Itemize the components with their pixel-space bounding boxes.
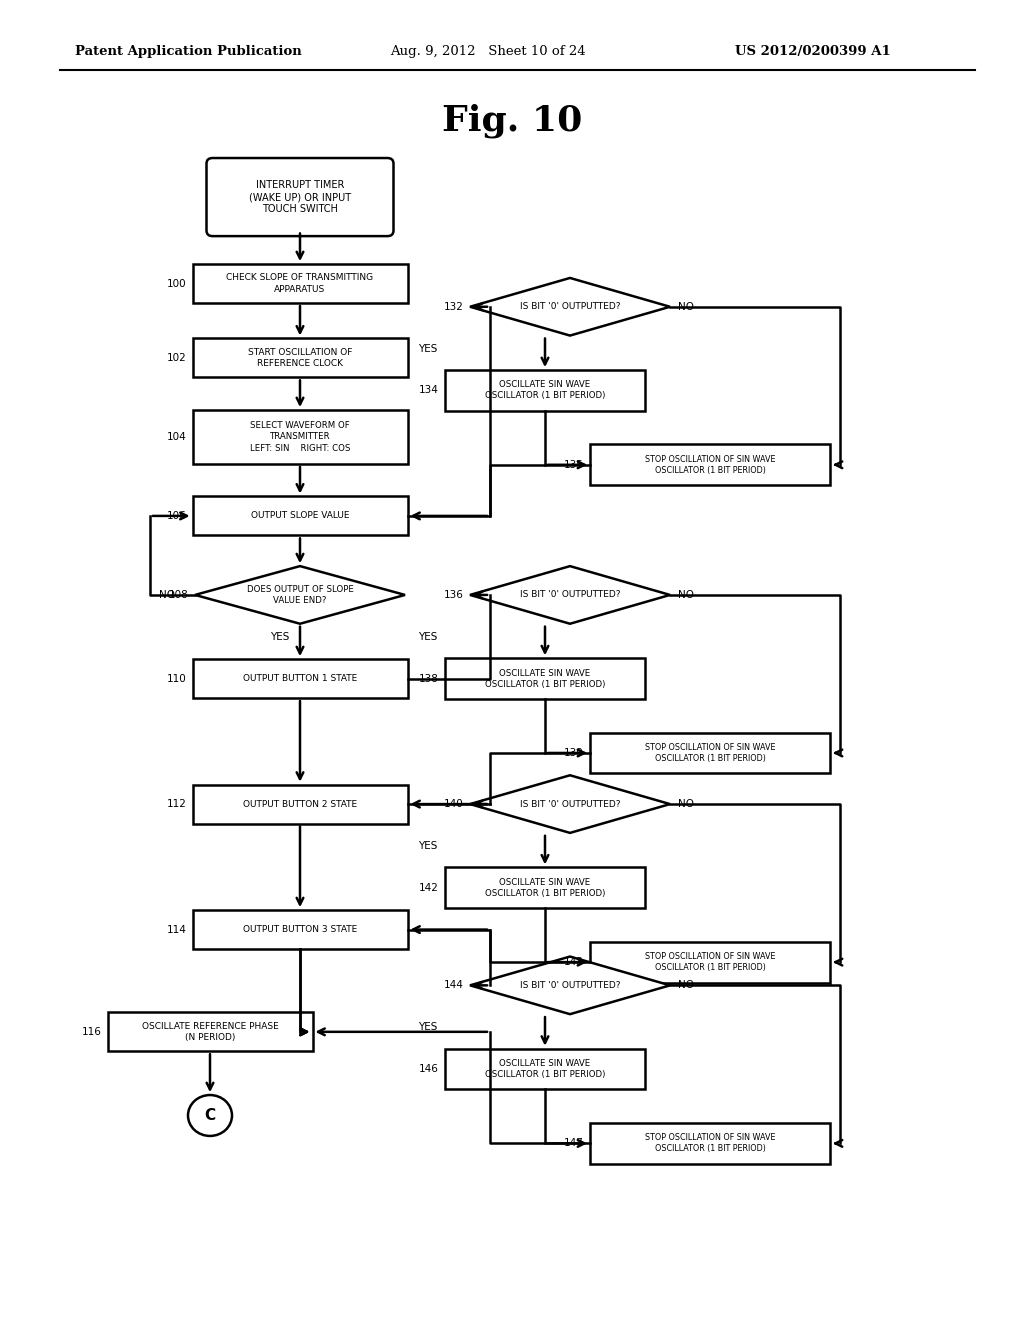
Text: OUTPUT BUTTON 2 STATE: OUTPUT BUTTON 2 STATE (243, 800, 357, 809)
Text: 116: 116 (82, 1027, 101, 1036)
Polygon shape (470, 775, 670, 833)
Text: DOES OUTPUT OF SLOPE
VALUE END?: DOES OUTPUT OF SLOPE VALUE END? (247, 585, 353, 605)
Text: 104: 104 (167, 432, 186, 442)
Text: OUTPUT SLOPE VALUE: OUTPUT SLOPE VALUE (251, 511, 349, 520)
Text: OUTPUT BUTTON 1 STATE: OUTPUT BUTTON 1 STATE (243, 675, 357, 682)
Text: 142: 142 (419, 883, 439, 892)
Text: 100: 100 (167, 279, 186, 289)
Bar (193, 784, 408, 824)
Text: NO: NO (678, 302, 694, 312)
Text: STOP OSCILLATION OF SIN WAVE
OSCILLATOR (1 BIT PERIOD): STOP OSCILLATION OF SIN WAVE OSCILLATOR … (645, 743, 775, 763)
Text: 136: 136 (444, 590, 464, 599)
Text: OSCILLATE SIN WAVE
OSCILLATOR (1 BIT PERIOD): OSCILLATE SIN WAVE OSCILLATOR (1 BIT PER… (484, 380, 605, 400)
Bar (193, 659, 408, 698)
Text: YES: YES (418, 343, 437, 354)
Text: 143: 143 (564, 957, 584, 968)
FancyBboxPatch shape (207, 158, 393, 236)
Text: 108: 108 (169, 590, 189, 599)
Text: YES: YES (418, 1022, 437, 1032)
Bar (590, 941, 830, 982)
Text: 112: 112 (167, 799, 186, 809)
Text: 106: 106 (167, 511, 186, 521)
Bar (193, 264, 408, 304)
Text: 135: 135 (564, 459, 584, 470)
Bar (193, 496, 408, 536)
Text: SELECT WAVEFORM OF
TRANSMITTER
LEFT: SIN    RIGHT: COS: SELECT WAVEFORM OF TRANSMITTER LEFT: SIN… (250, 421, 350, 453)
Text: NO: NO (678, 799, 694, 809)
Text: YES: YES (418, 632, 437, 642)
Text: OSCILLATE SIN WAVE
OSCILLATOR (1 BIT PERIOD): OSCILLATE SIN WAVE OSCILLATOR (1 BIT PER… (484, 1059, 605, 1078)
Text: 114: 114 (167, 924, 186, 935)
Text: OSCILLATE SIN WAVE
OSCILLATOR (1 BIT PERIOD): OSCILLATE SIN WAVE OSCILLATOR (1 BIT PER… (484, 878, 605, 898)
Text: IS BIT '0' OUTPUTTED?: IS BIT '0' OUTPUTTED? (520, 302, 621, 312)
Text: IS BIT '0' OUTPUTTED?: IS BIT '0' OUTPUTTED? (520, 981, 621, 990)
Bar (193, 338, 408, 378)
Bar (445, 370, 645, 411)
Text: CHECK SLOPE OF TRANSMITTING
APPARATUS: CHECK SLOPE OF TRANSMITTING APPARATUS (226, 273, 374, 293)
Text: 132: 132 (444, 302, 464, 312)
Text: Aug. 9, 2012   Sheet 10 of 24: Aug. 9, 2012 Sheet 10 of 24 (390, 45, 586, 58)
Bar (193, 909, 408, 949)
Text: STOP OSCILLATION OF SIN WAVE
OSCILLATOR (1 BIT PERIOD): STOP OSCILLATION OF SIN WAVE OSCILLATOR … (645, 454, 775, 475)
Text: IS BIT '0' OUTPUTTED?: IS BIT '0' OUTPUTTED? (520, 590, 621, 599)
Text: NO: NO (678, 590, 694, 599)
Bar (590, 445, 830, 486)
Text: OUTPUT BUTTON 3 STATE: OUTPUT BUTTON 3 STATE (243, 925, 357, 935)
Text: 139: 139 (564, 748, 584, 758)
Text: NO: NO (678, 981, 694, 990)
Text: 147: 147 (564, 1138, 584, 1148)
Polygon shape (470, 279, 670, 335)
Text: Patent Application Publication: Patent Application Publication (75, 45, 302, 58)
Text: 144: 144 (444, 981, 464, 990)
Bar (108, 1012, 312, 1051)
Bar (445, 867, 645, 908)
Text: YES: YES (270, 632, 290, 642)
Text: OSCILLATE SIN WAVE
OSCILLATOR (1 BIT PERIOD): OSCILLATE SIN WAVE OSCILLATOR (1 BIT PER… (484, 668, 605, 689)
Text: 102: 102 (167, 352, 186, 363)
Polygon shape (470, 957, 670, 1014)
Text: IS BIT '0' OUTPUTTED?: IS BIT '0' OUTPUTTED? (520, 800, 621, 809)
Text: OSCILLATE REFERENCE PHASE
(N PERIOD): OSCILLATE REFERENCE PHASE (N PERIOD) (141, 1022, 279, 1041)
Polygon shape (470, 566, 670, 624)
Text: YES: YES (418, 841, 437, 851)
Polygon shape (195, 566, 406, 624)
Text: 110: 110 (167, 673, 186, 684)
Text: C: C (205, 1107, 216, 1123)
Bar (590, 733, 830, 774)
Text: 146: 146 (419, 1064, 439, 1074)
Bar (445, 1048, 645, 1089)
Text: STOP OSCILLATION OF SIN WAVE
OSCILLATOR (1 BIT PERIOD): STOP OSCILLATION OF SIN WAVE OSCILLATOR … (645, 1134, 775, 1154)
Bar (445, 659, 645, 700)
Bar (590, 1123, 830, 1164)
Text: Fig. 10: Fig. 10 (441, 103, 583, 139)
Text: 138: 138 (419, 673, 439, 684)
Text: NO: NO (159, 590, 175, 599)
Text: 140: 140 (444, 799, 464, 809)
Text: START OSCILLATION OF
REFERENCE CLOCK: START OSCILLATION OF REFERENCE CLOCK (248, 348, 352, 368)
Text: US 2012/0200399 A1: US 2012/0200399 A1 (735, 45, 891, 58)
Text: 134: 134 (419, 385, 439, 396)
Text: STOP OSCILLATION OF SIN WAVE
OSCILLATOR (1 BIT PERIOD): STOP OSCILLATION OF SIN WAVE OSCILLATOR … (645, 952, 775, 972)
Text: INTERRUPT TIMER
(WAKE UP) OR INPUT
TOUCH SWITCH: INTERRUPT TIMER (WAKE UP) OR INPUT TOUCH… (249, 180, 351, 214)
Bar (193, 411, 408, 463)
